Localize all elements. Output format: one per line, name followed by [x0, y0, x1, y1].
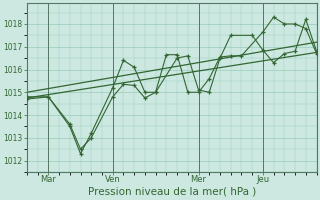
X-axis label: Pression niveau de la mer( hPa ): Pression niveau de la mer( hPa ): [88, 187, 256, 197]
